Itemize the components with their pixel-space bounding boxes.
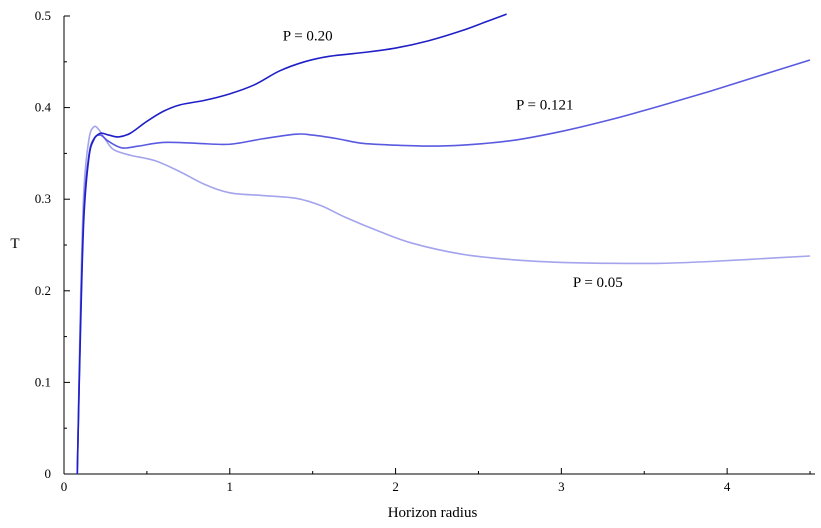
x-ticks: 0 1 2 3 4 (61, 468, 811, 494)
series-line-p-0-20 (76, 13, 507, 475)
y-tick-label: 0.2 (35, 283, 51, 298)
curve-annotation: P = 0.05 (573, 275, 623, 291)
x-tick-label: 4 (724, 479, 731, 494)
y-tick-label: 0 (45, 466, 52, 481)
y-axis-label: T (10, 236, 19, 252)
y-tick-label: 0.3 (35, 191, 51, 206)
curve-annotation: P = 0.20 (283, 29, 333, 45)
y-tick-label: 0.5 (35, 8, 51, 23)
axes: 0 1 2 3 4 0 0.1 0.2 0.3 0.4 0.5 (35, 8, 815, 494)
series-line-p-0-121 (76, 59, 811, 475)
x-tick-label: 2 (392, 479, 399, 494)
annotation-group: P = 0.20 P = 0.121 P = 0.05 (283, 29, 623, 291)
x-tick-label: 0 (61, 479, 68, 494)
x-axis-label: Horizon radius (388, 505, 478, 521)
curve-annotation: P = 0.121 (516, 97, 574, 113)
y-tick-label: 0.1 (35, 374, 51, 389)
series-line-p-0-05 (76, 125, 811, 475)
y-ticks: 0 0.1 0.2 0.3 0.4 0.5 (35, 8, 70, 481)
series-group (76, 13, 811, 475)
x-tick-label: 3 (558, 479, 565, 494)
x-tick-label: 1 (227, 479, 234, 494)
y-tick-label: 0.4 (35, 100, 52, 115)
